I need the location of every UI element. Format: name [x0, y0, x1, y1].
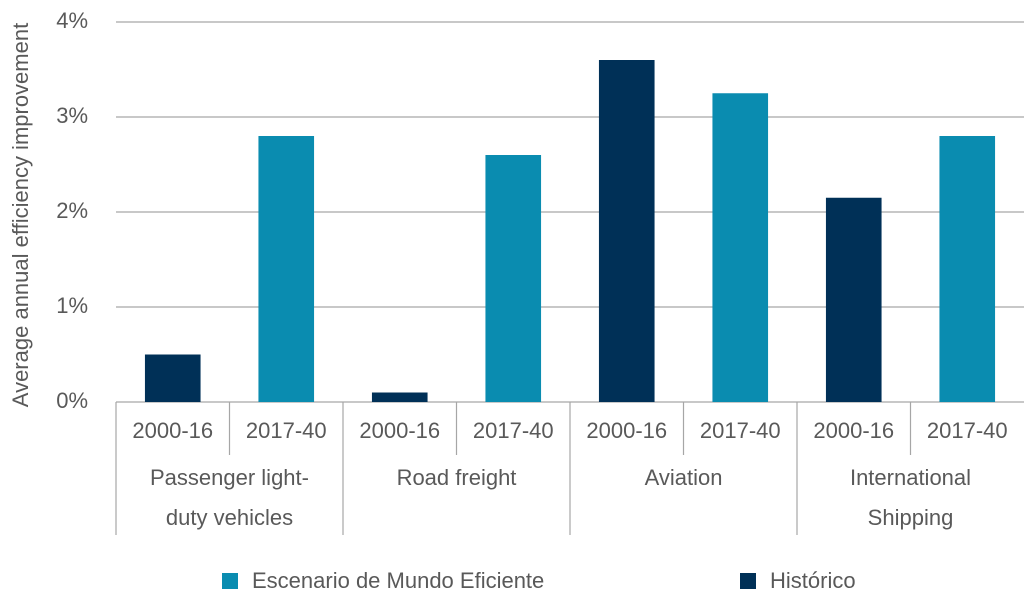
x-tick-label: 2000-16 [813, 418, 894, 443]
legend-label: Escenario de Mundo Eficiente [252, 568, 544, 593]
legend-swatch [222, 573, 238, 589]
group-label: duty vehicles [166, 505, 293, 530]
x-tick-label: 2017-40 [246, 418, 327, 443]
y-axis-label: Average annual efficiency improvement [8, 23, 33, 407]
bar [485, 155, 542, 402]
group-label: Road freight [397, 465, 517, 490]
group-label: Shipping [868, 505, 954, 530]
bar [598, 60, 655, 402]
bar [825, 197, 882, 402]
group-label: International [850, 465, 971, 490]
y-tick-label: 1% [56, 293, 88, 318]
x-tick-label: 2017-40 [927, 418, 1008, 443]
y-tick-label: 2% [56, 198, 88, 223]
x-tick-label: 2000-16 [132, 418, 213, 443]
x-tick-label: 2017-40 [473, 418, 554, 443]
legend-swatch [740, 573, 756, 589]
group-label: Passenger light- [150, 465, 309, 490]
bar [939, 136, 996, 402]
y-tick-label: 0% [56, 388, 88, 413]
y-tick-label: 4% [56, 8, 88, 33]
group-label: Aviation [645, 465, 723, 490]
y-tick-label: 3% [56, 103, 88, 128]
x-tick-label: 2000-16 [586, 418, 667, 443]
legend-label: Histórico [770, 568, 856, 593]
bar [144, 354, 201, 402]
x-tick-label: 2000-16 [359, 418, 440, 443]
bar [371, 392, 428, 402]
bar [712, 93, 769, 402]
bar [258, 136, 315, 402]
x-tick-label: 2017-40 [700, 418, 781, 443]
